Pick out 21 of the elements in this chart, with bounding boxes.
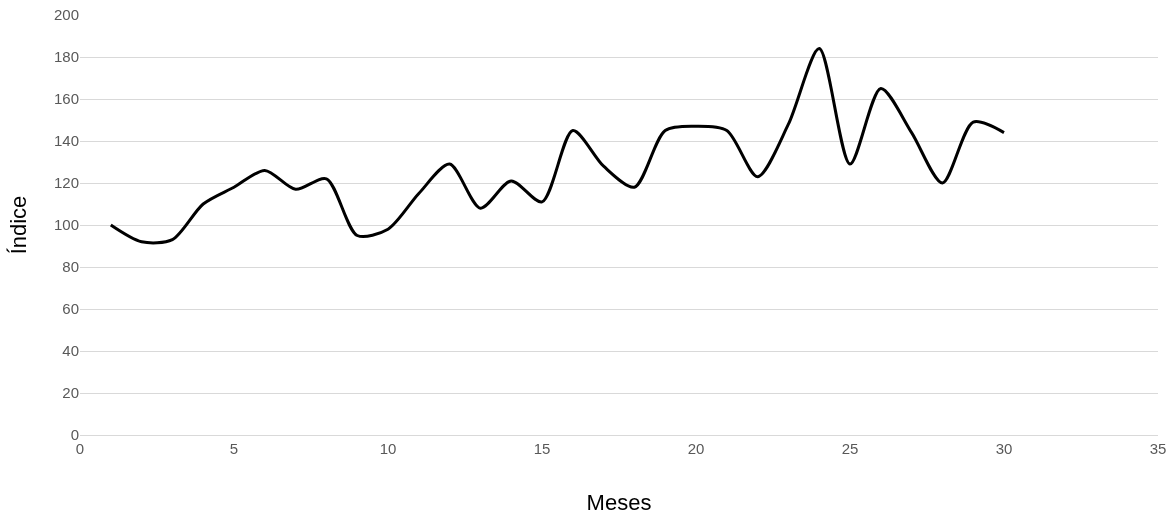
x-tick-label: 35 xyxy=(1149,440,1167,457)
x-tick-label: 20 xyxy=(687,440,705,457)
y-tick-label: 0 xyxy=(70,426,79,444)
y-tick-label: 120 xyxy=(53,174,79,192)
y-axis-title: Índice xyxy=(6,195,31,255)
y-tick-label: 200 xyxy=(53,6,79,24)
y-tick-label: 160 xyxy=(53,90,79,108)
y-tick-label: 20 xyxy=(62,384,79,402)
x-tick-label: 5 xyxy=(229,440,239,457)
y-tick-label: 180 xyxy=(53,48,79,66)
x-tick-label: 10 xyxy=(379,440,397,457)
y-tick-label: 140 xyxy=(53,132,79,150)
x-tick-label: 25 xyxy=(841,440,859,457)
y-tick-label: 40 xyxy=(62,342,79,360)
line-series xyxy=(109,47,1006,245)
y-tick-label: 60 xyxy=(62,300,79,318)
y-tick-label: 80 xyxy=(62,258,79,276)
x-axis-title: Meses xyxy=(586,490,652,515)
x-tick-label: 15 xyxy=(533,440,551,457)
y-tick-label: 100 xyxy=(53,216,79,234)
x-tick-label: 30 xyxy=(995,440,1013,457)
